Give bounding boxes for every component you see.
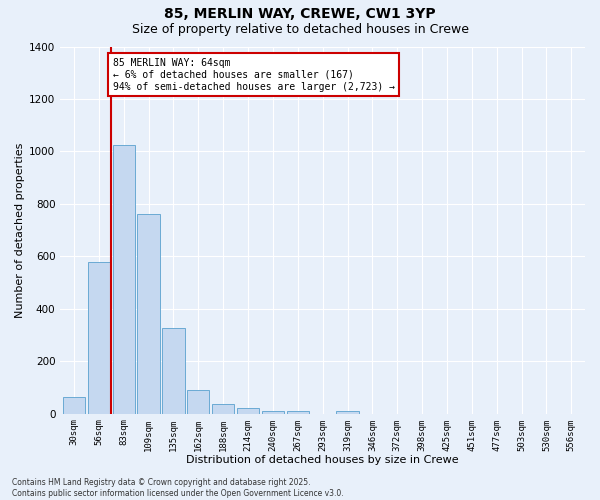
Bar bbox=[237, 408, 259, 414]
Text: Size of property relative to detached houses in Crewe: Size of property relative to detached ho… bbox=[131, 22, 469, 36]
Bar bbox=[212, 404, 235, 413]
Text: 85 MERLIN WAY: 64sqm
← 6% of detached houses are smaller (167)
94% of semi-detac: 85 MERLIN WAY: 64sqm ← 6% of detached ho… bbox=[113, 58, 395, 92]
Bar bbox=[63, 396, 85, 413]
Bar bbox=[337, 411, 359, 414]
Bar bbox=[113, 145, 135, 413]
Y-axis label: Number of detached properties: Number of detached properties bbox=[15, 142, 25, 318]
Bar bbox=[162, 328, 185, 414]
Bar bbox=[262, 410, 284, 414]
Bar bbox=[187, 390, 209, 413]
X-axis label: Distribution of detached houses by size in Crewe: Distribution of detached houses by size … bbox=[187, 455, 459, 465]
Bar bbox=[88, 262, 110, 414]
Text: 85, MERLIN WAY, CREWE, CW1 3YP: 85, MERLIN WAY, CREWE, CW1 3YP bbox=[164, 8, 436, 22]
Bar bbox=[137, 214, 160, 414]
Bar bbox=[287, 411, 309, 414]
Text: Contains HM Land Registry data © Crown copyright and database right 2025.
Contai: Contains HM Land Registry data © Crown c… bbox=[12, 478, 344, 498]
